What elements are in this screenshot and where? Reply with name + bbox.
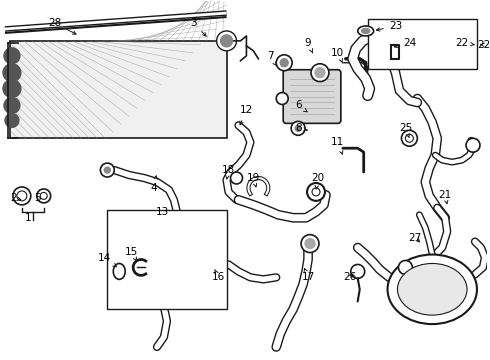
Circle shape [311, 64, 329, 82]
Text: 19: 19 [247, 173, 260, 187]
Text: 23: 23 [376, 21, 402, 31]
Circle shape [17, 191, 27, 201]
Text: 5: 5 [34, 193, 41, 203]
Circle shape [4, 98, 20, 113]
Circle shape [4, 48, 20, 64]
Circle shape [230, 172, 243, 184]
Bar [368, 19, 477, 69]
Circle shape [40, 193, 47, 199]
Circle shape [220, 35, 233, 47]
Circle shape [100, 163, 114, 177]
Bar [10, 41, 226, 138]
Text: 28: 28 [48, 18, 76, 34]
Circle shape [3, 80, 21, 98]
Text: 18: 18 [222, 165, 235, 179]
Circle shape [398, 261, 413, 274]
Text: 22: 22 [477, 40, 490, 50]
FancyBboxPatch shape [283, 70, 341, 123]
Bar [107, 210, 226, 309]
Text: 22: 22 [455, 38, 474, 48]
Text: 12: 12 [240, 105, 253, 125]
Text: 7: 7 [267, 51, 276, 66]
Text: 16: 16 [212, 270, 225, 282]
Circle shape [312, 188, 320, 196]
Circle shape [291, 121, 305, 135]
Text: 6: 6 [295, 100, 307, 112]
Text: 27: 27 [409, 233, 422, 243]
Text: 9: 9 [305, 38, 313, 53]
Circle shape [315, 68, 325, 78]
Text: 11: 11 [331, 137, 344, 154]
Ellipse shape [397, 264, 467, 315]
Circle shape [401, 130, 417, 146]
Text: 20: 20 [312, 173, 324, 189]
Circle shape [295, 125, 301, 131]
Circle shape [5, 113, 19, 127]
Circle shape [37, 189, 50, 203]
Circle shape [301, 235, 319, 252]
Text: 14: 14 [98, 252, 117, 267]
Ellipse shape [358, 26, 374, 36]
Circle shape [3, 64, 21, 82]
Text: 17: 17 [301, 269, 315, 282]
Circle shape [307, 183, 325, 201]
Circle shape [305, 239, 315, 248]
Circle shape [13, 187, 31, 205]
Ellipse shape [362, 28, 369, 33]
Text: 13: 13 [155, 207, 169, 217]
Text: 15: 15 [124, 247, 138, 261]
Circle shape [217, 31, 237, 51]
Ellipse shape [388, 255, 477, 324]
Circle shape [276, 55, 292, 71]
Text: 8: 8 [295, 123, 307, 133]
Text: 25: 25 [399, 123, 412, 137]
Text: 26: 26 [343, 273, 356, 282]
Text: 10: 10 [331, 48, 344, 63]
Circle shape [280, 59, 288, 67]
Circle shape [276, 93, 288, 104]
Text: 24: 24 [394, 38, 416, 48]
Text: 2: 2 [11, 193, 21, 203]
Circle shape [466, 138, 480, 152]
Ellipse shape [113, 264, 125, 279]
Text: 4: 4 [151, 176, 157, 193]
Text: 21: 21 [439, 190, 452, 204]
Circle shape [104, 167, 110, 173]
Text: 1: 1 [24, 213, 31, 223]
Circle shape [405, 134, 414, 142]
Text: 3: 3 [191, 18, 206, 36]
Circle shape [351, 265, 365, 278]
